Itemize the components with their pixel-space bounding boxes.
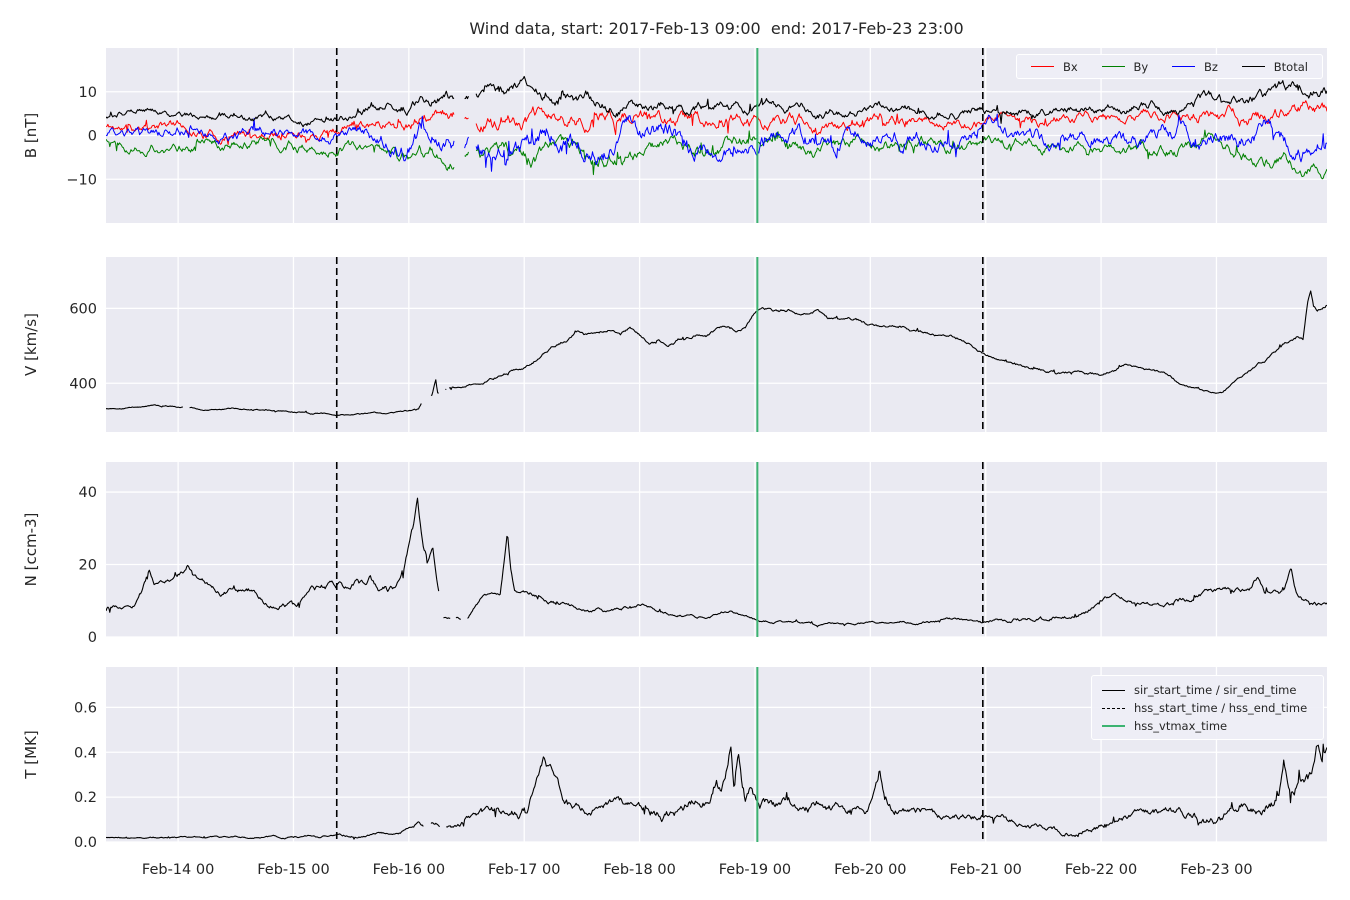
y-axis-label-T: T [MK] — [22, 730, 40, 779]
btotal-line-swatch — [1241, 66, 1265, 67]
y-tick-label: 0.0 — [74, 835, 97, 851]
x-tick-label: Feb-16 00 — [373, 862, 445, 878]
sir-times-line-swatch — [1102, 689, 1125, 691]
y-tick-label: 0 — [88, 129, 97, 145]
by-line-swatch — [1101, 66, 1125, 67]
panel-N-background — [106, 462, 1327, 637]
series-Bz-line — [106, 113, 1327, 172]
legend-label-by: By — [1133, 59, 1149, 74]
series-N-line — [106, 497, 1327, 628]
x-tick-label: Feb-21 00 — [949, 862, 1021, 878]
y-tick-label: 400 — [69, 376, 97, 392]
x-tick-label: Feb-19 00 — [719, 862, 791, 878]
y-axis-label-B: B [nT] — [22, 113, 40, 158]
legend-entry-btotal: Btotal — [1241, 59, 1308, 74]
series-By-line — [106, 129, 1327, 180]
panel-V-background — [106, 257, 1327, 432]
y-tick-label: −10 — [66, 172, 97, 188]
legend-entry-bz: Bz — [1172, 60, 1218, 74]
y-tick-label: 0.6 — [74, 700, 97, 716]
hss-vtmax-line-swatch — [1102, 725, 1125, 727]
y-tick-label: 600 — [69, 301, 97, 317]
legend-entry-hss-times: hss_start_time / hss_end_time — [1102, 701, 1313, 715]
legend-entry-sir-times: sir_start_time / sir_end_time — [1102, 683, 1313, 697]
x-tick-label: Feb-14 00 — [142, 862, 214, 878]
legend-label-hss-vtmax: hss_vtmax_time — [1134, 719, 1228, 733]
series-Btotal-line — [106, 75, 1327, 128]
series-T-line — [106, 743, 1327, 840]
legend-label-hss-times: hss_start_time / hss_end_time — [1134, 701, 1308, 715]
legend-entry-bx: Bx — [1031, 60, 1078, 74]
y-tick-label: 10 — [79, 85, 97, 101]
hss-times-line-swatch — [1102, 707, 1125, 709]
y-tick-label: 40 — [79, 485, 97, 501]
y-tick-label: 20 — [79, 558, 97, 574]
y-tick-label: 0 — [88, 630, 97, 646]
series-V-line — [106, 290, 1327, 417]
y-axis-label-V: V [km/s] — [22, 313, 40, 376]
x-tick-label: Feb-18 00 — [603, 862, 675, 878]
x-tick-label: Feb-15 00 — [257, 862, 329, 878]
bx-line-swatch — [1031, 66, 1054, 67]
y-axis-label-N: N [ccm-3] — [22, 513, 40, 587]
chart-title: Wind data, start: 2017-Feb-13 09:00 end:… — [469, 19, 964, 38]
x-tick-label: Feb-22 00 — [1065, 862, 1137, 878]
legend-label-bz: Bz — [1204, 59, 1218, 74]
t-panel-legend: sir_start_time / sir_end_time hss_start_… — [1091, 675, 1324, 740]
legend-label-btotal: Btotal — [1273, 59, 1308, 74]
x-tick-label: Feb-20 00 — [834, 862, 906, 878]
y-tick-label: 0.2 — [74, 790, 97, 806]
legend-label-bx: Bx — [1063, 59, 1078, 74]
legend-entry-hss-vtmax: hss_vtmax_time — [1102, 719, 1313, 733]
y-tick-label: 0.4 — [74, 745, 97, 761]
x-tick-label: Feb-23 00 — [1180, 862, 1252, 878]
b-panel-legend: Bx By Bz Btotal — [1016, 54, 1323, 79]
bz-line-swatch — [1172, 66, 1196, 67]
x-tick-label: Feb-17 00 — [488, 862, 560, 878]
legend-label-sir-times: sir_start_time / sir_end_time — [1134, 683, 1297, 697]
legend-entry-by: By — [1101, 59, 1149, 74]
series-Bx-line — [106, 100, 1327, 145]
